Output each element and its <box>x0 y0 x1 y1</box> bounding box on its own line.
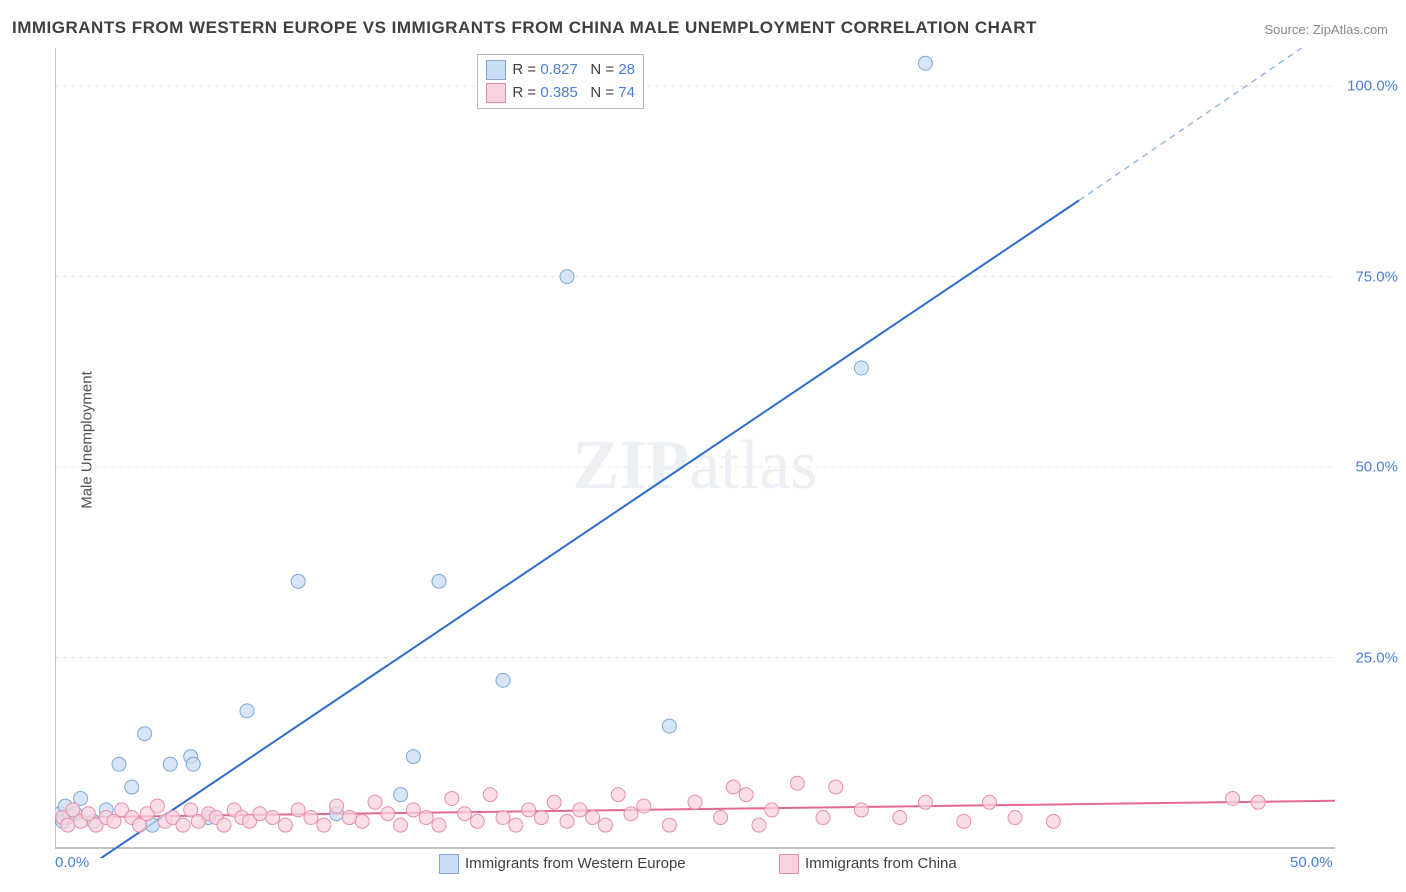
plot-area: ZIPatlas <box>55 48 1391 858</box>
y-tick-label: 50.0% <box>1355 459 1398 476</box>
y-tick-label: 75.0% <box>1355 268 1398 285</box>
series-legend-item: Immigrants from China <box>779 854 957 874</box>
correlation-legend: R = 0.827 N = 28R = 0.385 N = 74 <box>477 54 644 109</box>
x-tick-label: 50.0% <box>1290 854 1333 871</box>
source-label: Source: ZipAtlas.com <box>1264 22 1388 37</box>
series-legend-item: Immigrants from Western Europe <box>439 854 686 874</box>
y-tick-label: 100.0% <box>1347 78 1398 95</box>
svg-text:ZIPatlas: ZIPatlas <box>573 427 818 504</box>
x-tick-label: 0.0% <box>55 854 89 871</box>
chart-title: IMMIGRANTS FROM WESTERN EUROPE VS IMMIGR… <box>12 18 1037 38</box>
y-tick-label: 25.0% <box>1355 649 1398 666</box>
chart-svg: ZIPatlas <box>55 48 1391 858</box>
